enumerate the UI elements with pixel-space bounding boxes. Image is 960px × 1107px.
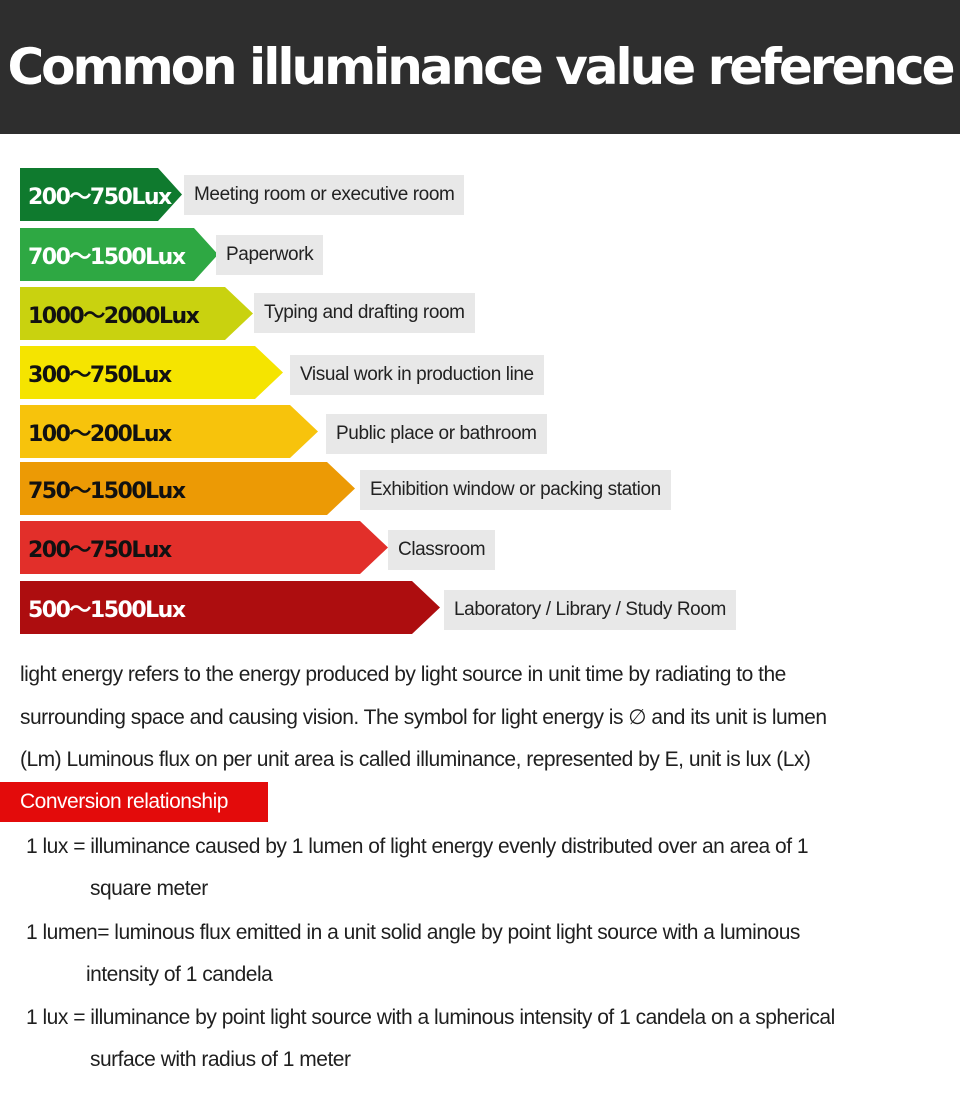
usage-label: Laboratory / Library / Study Room (444, 590, 736, 630)
lux-range: 1000～2000Lux (28, 303, 200, 329)
band-row: 200～750Lux Classroom (20, 521, 496, 574)
definition-continuation: square meter (90, 877, 208, 900)
lux-arrow: 300～750Lux (20, 346, 283, 399)
usage-label: Meeting room or executive room (184, 175, 465, 215)
definition-line: 1 lux = illuminance caused by 1 lumen of… (26, 835, 809, 858)
page-title: Common illuminance value reference (7, 38, 955, 96)
band-row: 1000～2000Lux Typing and drafting room (20, 287, 475, 340)
usage-label: Classroom (388, 530, 496, 570)
lux-arrow: 500～1500Lux (20, 581, 440, 634)
definition-continuation: surface with radius of 1 meter (90, 1048, 351, 1071)
lux-arrow: 100～200Lux (20, 405, 318, 458)
lux-arrow: 700～1500Lux (20, 228, 218, 281)
paragraph-line: light energy refers to the energy produc… (20, 663, 786, 686)
definition-line: 1 lux = illuminance by point light sourc… (26, 1006, 835, 1029)
usage-label: Paperwork (216, 235, 324, 275)
light-energy-paragraph: light energy refers to the energy produc… (20, 654, 940, 782)
band-row: 200～750Lux Meeting room or executive roo… (20, 168, 465, 221)
lux-range: 500～1500Lux (28, 597, 186, 623)
title-banner: Common illuminance value reference (0, 0, 960, 134)
lux-range: 200～750Lux (28, 537, 172, 563)
definition-item: 1 lux = illuminance by point light sourc… (26, 997, 936, 1081)
definition-continuation: intensity of 1 candela (86, 963, 273, 986)
lux-arrow: 1000～2000Lux (20, 287, 253, 340)
lux-range: 200～750Lux (28, 184, 172, 210)
usage-label: Visual work in production line (290, 355, 544, 395)
usage-label: Typing and drafting room (254, 293, 475, 333)
lux-range: 100～200Lux (28, 421, 172, 447)
definition-item: 1 lumen= luminous flux emitted in a unit… (26, 912, 936, 996)
usage-label: Public place or bathroom (326, 414, 547, 454)
lux-arrow: 200～750Lux (20, 168, 182, 221)
definition-item: 1 lux = illuminance caused by 1 lumen of… (26, 826, 936, 910)
definition-line: 1 lumen= luminous flux emitted in a unit… (26, 921, 800, 944)
lux-arrow: 750～1500Lux (20, 462, 355, 515)
conversion-heading: Conversion relationship (0, 782, 268, 822)
band-row: 750～1500Lux Exhibition window or packing… (20, 462, 671, 515)
lux-arrow: 200～750Lux (20, 521, 388, 574)
band-row: 500～1500Lux Laboratory / Library / Study… (20, 581, 736, 634)
band-row: 700～1500Lux Paperwork (20, 228, 324, 281)
lux-range: 700～1500Lux (28, 244, 186, 270)
band-row: 100～200Lux Public place or bathroom (20, 405, 547, 458)
lux-range: 750～1500Lux (28, 478, 186, 504)
band-row: 300～750Lux Visual work in production lin… (20, 346, 544, 399)
lux-range: 300～750Lux (28, 362, 172, 388)
usage-label: Exhibition window or packing station (360, 470, 671, 510)
paragraph-line: (Lm) Luminous flux on per unit area is c… (20, 748, 811, 771)
paragraph-line: surrounding space and causing vision. Th… (20, 705, 827, 729)
